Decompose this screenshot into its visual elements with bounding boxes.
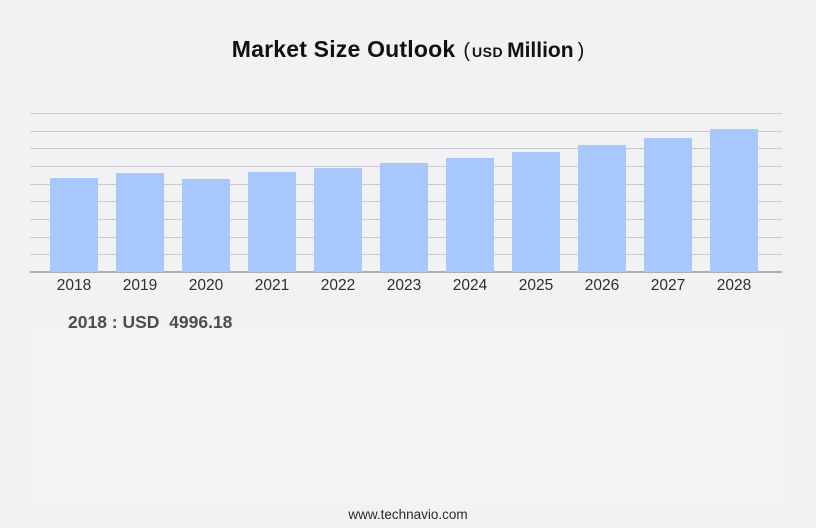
gridline	[30, 130, 782, 132]
x-tick-label-2024: 2024	[452, 277, 488, 294]
bar-2024[interactable]	[446, 157, 494, 272]
x-tick-label-2025: 2025	[518, 277, 554, 294]
bar-2026[interactable]	[578, 145, 626, 272]
bar-value-tooltip: 2018 : USD 4996.18	[68, 312, 233, 332]
x-tick-label-2020: 2020	[188, 277, 224, 294]
bar-2023[interactable]	[380, 163, 428, 272]
gridline	[30, 148, 782, 150]
x-tick-label-2022: 2022	[320, 277, 356, 294]
x-tick-label-2023: 2023	[386, 277, 422, 294]
x-axis-line	[30, 271, 782, 273]
page-title: Market Size Outlook (USD Million)	[0, 36, 816, 63]
bar-2018[interactable]	[50, 177, 98, 272]
bar-2021[interactable]	[248, 171, 296, 272]
bar-2019[interactable]	[116, 172, 164, 272]
stats-card: 5.15% 2024 Year-over-Year ACCELERATING G…	[30, 332, 786, 500]
bar-2020[interactable]	[182, 178, 230, 272]
x-tick-label-2018: 2018	[56, 277, 92, 294]
bar-2028[interactable]	[710, 129, 758, 272]
bar-2025[interactable]	[512, 151, 560, 272]
x-tick-label-2019: 2019	[122, 277, 158, 294]
title-text: Market Size Outlook	[231, 36, 456, 62]
x-tick-label-2027: 2027	[650, 277, 686, 294]
x-tick-label-2026: 2026	[584, 277, 620, 294]
x-tick-label-2021: 2021	[254, 277, 290, 294]
title-unit-million: Million	[507, 39, 574, 62]
title-paren-close: )	[577, 40, 585, 62]
x-tick-label-2028: 2028	[716, 277, 752, 294]
technavio-url[interactable]: www.technavio.com	[348, 507, 468, 522]
title-paren-open: (	[463, 40, 471, 62]
bar-2027[interactable]	[644, 138, 692, 272]
market-size-bar-chart: 2018 2019 2020 2021 2022 2023 2024 2025 2026 2027…	[30, 113, 782, 294]
title-unit-usd: USD	[472, 44, 504, 60]
gridline	[30, 113, 782, 114]
bar-2022[interactable]	[314, 168, 362, 272]
